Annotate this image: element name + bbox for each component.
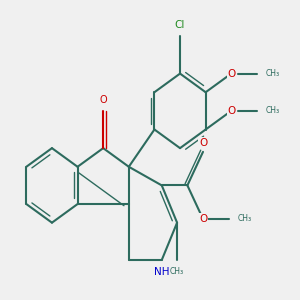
Text: O: O [227, 69, 236, 79]
Text: Cl: Cl [175, 20, 185, 30]
Text: O: O [199, 214, 207, 224]
Text: O: O [199, 137, 207, 148]
Text: CH₃: CH₃ [238, 214, 252, 224]
Text: CH₃: CH₃ [170, 267, 184, 276]
Text: O: O [99, 95, 107, 105]
Text: NH: NH [154, 267, 170, 277]
Text: CH₃: CH₃ [265, 106, 279, 116]
Text: CH₃: CH₃ [265, 69, 279, 78]
Text: O: O [227, 106, 236, 116]
